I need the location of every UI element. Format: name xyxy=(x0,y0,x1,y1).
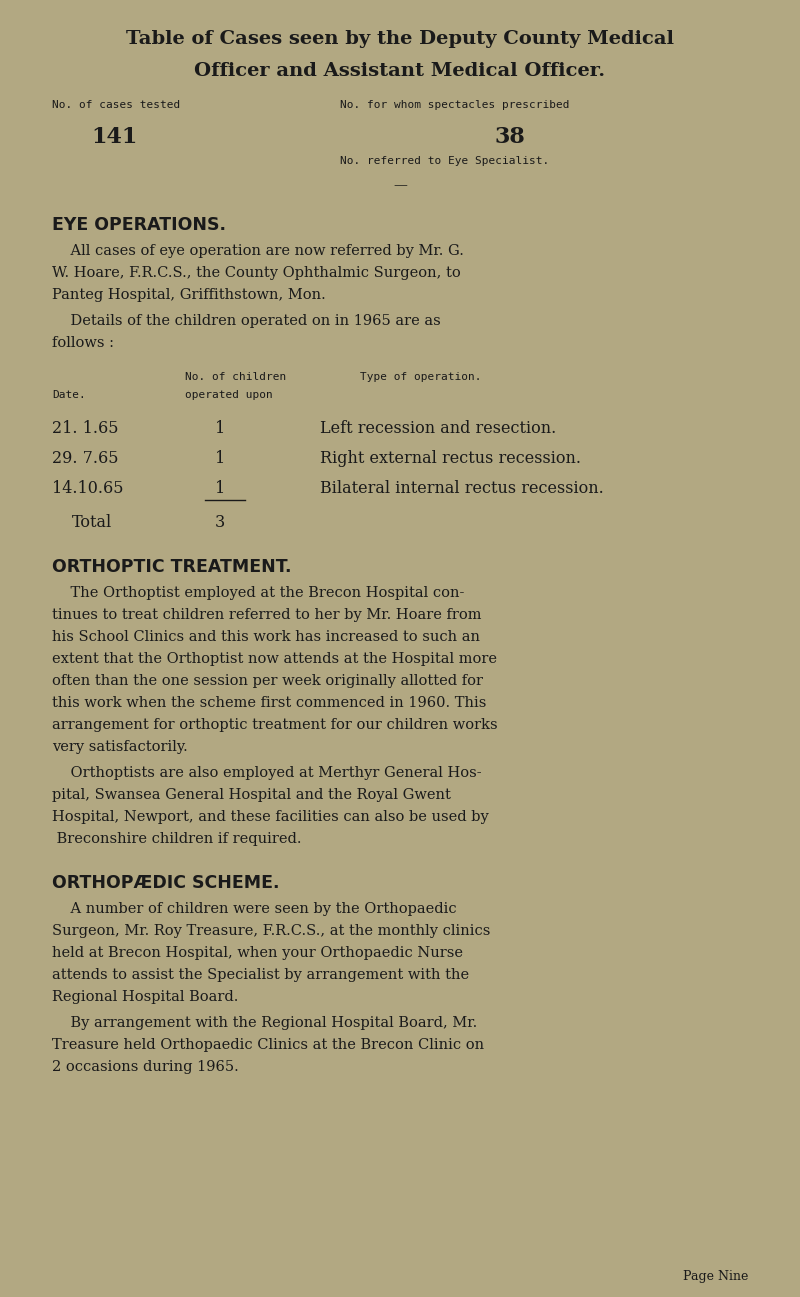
Text: 1: 1 xyxy=(215,420,225,437)
Text: Surgeon, Mr. Roy Treasure, F.R.C.S., at the monthly clinics: Surgeon, Mr. Roy Treasure, F.R.C.S., at … xyxy=(52,923,490,938)
Text: follows :: follows : xyxy=(52,336,114,350)
Text: Type of operation.: Type of operation. xyxy=(360,372,482,383)
Text: 14.10.65: 14.10.65 xyxy=(52,480,123,497)
Text: 38: 38 xyxy=(494,126,526,148)
Text: pital, Swansea General Hospital and the Royal Gwent: pital, Swansea General Hospital and the … xyxy=(52,789,451,802)
Text: Left recession and resection.: Left recession and resection. xyxy=(320,420,556,437)
Text: 3: 3 xyxy=(215,514,225,530)
Text: his School Clinics and this work has increased to such an: his School Clinics and this work has inc… xyxy=(52,630,480,645)
Text: A number of children were seen by the Orthopaedic: A number of children were seen by the Or… xyxy=(52,901,457,916)
Text: often than the one session per week originally allotted for: often than the one session per week orig… xyxy=(52,674,483,687)
Text: The Orthoptist employed at the Brecon Hospital con-: The Orthoptist employed at the Brecon Ho… xyxy=(52,586,464,601)
Text: Total: Total xyxy=(72,514,112,530)
Text: 1: 1 xyxy=(215,450,225,467)
Text: very satisfactorily.: very satisfactorily. xyxy=(52,741,188,754)
Text: tinues to treat children referred to her by Mr. Hoare from: tinues to treat children referred to her… xyxy=(52,608,482,623)
Text: No. of children: No. of children xyxy=(185,372,286,383)
Text: Treasure held Orthopaedic Clinics at the Brecon Clinic on: Treasure held Orthopaedic Clinics at the… xyxy=(52,1038,484,1052)
Text: ORTHOPÆDIC SCHEME.: ORTHOPÆDIC SCHEME. xyxy=(52,874,279,892)
Text: ORTHOPTIC TREATMENT.: ORTHOPTIC TREATMENT. xyxy=(52,558,291,576)
Text: Panteg Hospital, Griffithstown, Mon.: Panteg Hospital, Griffithstown, Mon. xyxy=(52,288,326,302)
Text: held at Brecon Hospital, when your Orthopaedic Nurse: held at Brecon Hospital, when your Ortho… xyxy=(52,946,463,960)
Text: Details of the children operated on in 1965 are as: Details of the children operated on in 1… xyxy=(52,314,441,328)
Text: arrangement for orthoptic treatment for our children works: arrangement for orthoptic treatment for … xyxy=(52,719,498,732)
Text: Breconshire children if required.: Breconshire children if required. xyxy=(52,831,302,846)
Text: attends to assist the Specialist by arrangement with the: attends to assist the Specialist by arra… xyxy=(52,968,469,982)
Text: operated upon: operated upon xyxy=(185,390,273,399)
Text: Officer and Assistant Medical Officer.: Officer and Assistant Medical Officer. xyxy=(194,62,606,80)
Text: By arrangement with the Regional Hospital Board, Mr.: By arrangement with the Regional Hospita… xyxy=(52,1016,478,1030)
Text: Regional Hospital Board.: Regional Hospital Board. xyxy=(52,990,238,1004)
Text: Table of Cases seen by the Deputy County Medical: Table of Cases seen by the Deputy County… xyxy=(126,30,674,48)
Text: No. of cases tested: No. of cases tested xyxy=(52,100,180,110)
Text: Right external rectus recession.: Right external rectus recession. xyxy=(320,450,581,467)
Text: 21. 1.65: 21. 1.65 xyxy=(52,420,118,437)
Text: Bilateral internal rectus recession.: Bilateral internal rectus recession. xyxy=(320,480,604,497)
Text: extent that the Orthoptist now attends at the Hospital more: extent that the Orthoptist now attends a… xyxy=(52,652,497,665)
Text: Page Nine: Page Nine xyxy=(682,1270,748,1283)
Text: All cases of eye operation are now referred by Mr. G.: All cases of eye operation are now refer… xyxy=(52,244,464,258)
Text: No. referred to Eye Specialist.: No. referred to Eye Specialist. xyxy=(340,156,550,166)
Text: Date.: Date. xyxy=(52,390,86,399)
Text: No. for whom spectacles prescribed: No. for whom spectacles prescribed xyxy=(340,100,570,110)
Text: 1: 1 xyxy=(215,480,225,497)
Text: Orthoptists are also employed at Merthyr General Hos-: Orthoptists are also employed at Merthyr… xyxy=(52,767,482,779)
Text: EYE OPERATIONS.: EYE OPERATIONS. xyxy=(52,217,226,233)
Text: 2 occasions during 1965.: 2 occasions during 1965. xyxy=(52,1060,238,1074)
Text: Hospital, Newport, and these facilities can also be used by: Hospital, Newport, and these facilities … xyxy=(52,811,489,824)
Text: 141: 141 xyxy=(92,126,138,148)
Text: W. Hoare, F.R.C.S., the County Ophthalmic Surgeon, to: W. Hoare, F.R.C.S., the County Ophthalmi… xyxy=(52,266,461,280)
Text: this work when the scheme first commenced in 1960. This: this work when the scheme first commence… xyxy=(52,696,486,709)
Text: —: — xyxy=(393,178,407,192)
Text: 29. 7.65: 29. 7.65 xyxy=(52,450,118,467)
